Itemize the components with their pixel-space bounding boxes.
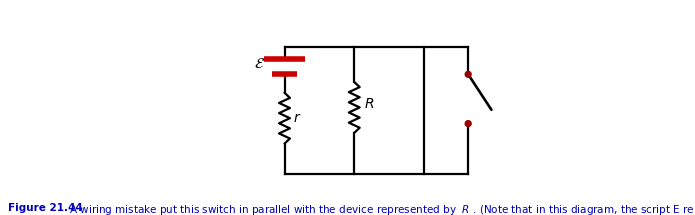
Text: $\mathcal{E}$: $\mathcal{E}$ [254, 57, 265, 71]
Text: A wiring mistake put this switch in parallel with the device represented by  $R$: A wiring mistake put this switch in para… [66, 203, 695, 215]
Text: $R$: $R$ [363, 97, 374, 111]
Text: $r$: $r$ [293, 111, 302, 125]
Circle shape [465, 121, 471, 126]
Circle shape [465, 71, 471, 77]
Text: Figure 21.44: Figure 21.44 [8, 203, 83, 213]
